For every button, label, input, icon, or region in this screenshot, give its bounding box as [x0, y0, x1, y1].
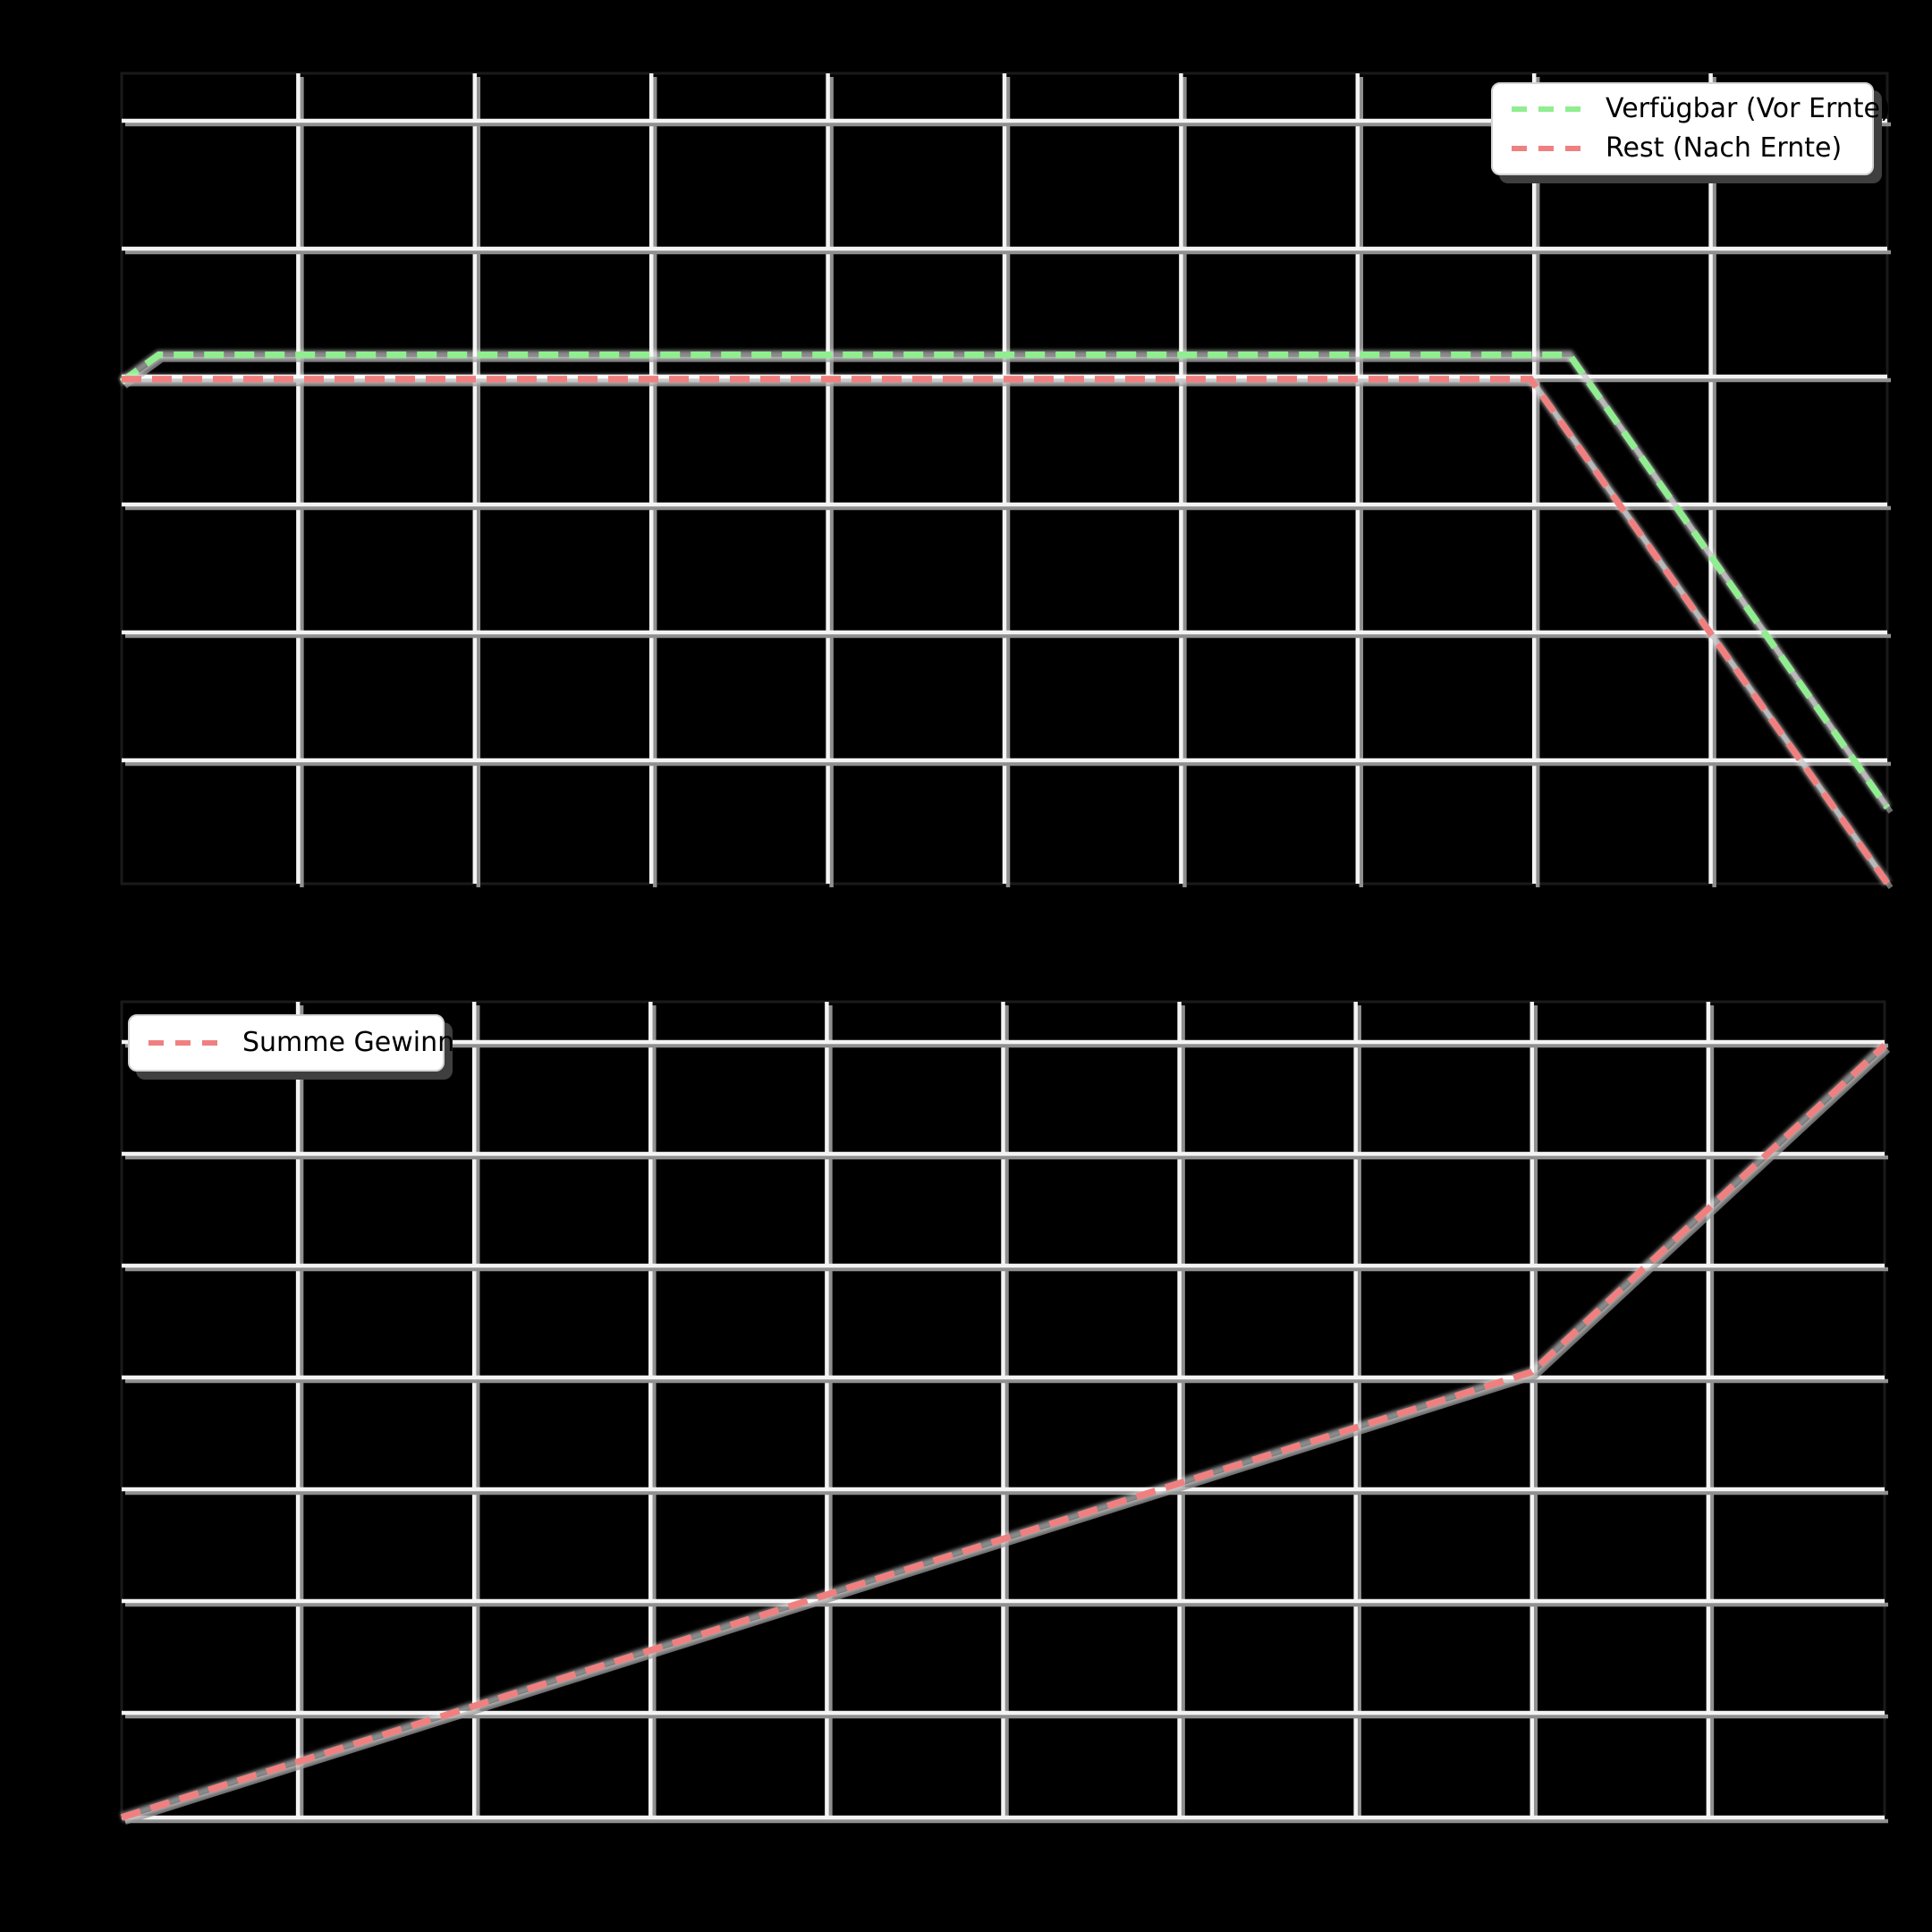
legend-label-summe-gewinn: Summe Gewinn [242, 1027, 455, 1058]
legend-item-rest: Rest (Nach Ernte) [1509, 131, 1856, 166]
legend-item-summe-gewinn: Summe Gewinn [146, 1023, 454, 1063]
legend-bottom-panel: Summe Gewinn [128, 1014, 454, 1072]
legend-item-verfuegbar: Verfügbar (Vor Ernte) [1509, 91, 1891, 127]
legend-dash-swatch-green-icon [1512, 106, 1583, 112]
panel-top [119, 72, 1894, 890]
legend-label-rest: Rest (Nach Ernte) [1606, 132, 1843, 164]
legend-dash-swatch-red-icon [1512, 146, 1583, 151]
legend-label-verfuegbar: Verfügbar (Vor Ernte) [1606, 93, 1891, 124]
panel-bottom [120, 1000, 1891, 1825]
legend-dash-swatch-red-icon [148, 1040, 220, 1046]
legend-top-panel: Verfügbar (Vor Ernte) Rest (Nach Ernte) [1491, 82, 1891, 175]
